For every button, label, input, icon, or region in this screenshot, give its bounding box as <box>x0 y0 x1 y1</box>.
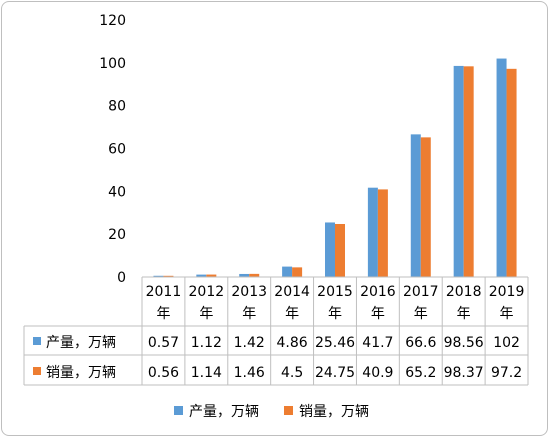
data-label: 0.57 <box>148 335 179 351</box>
legend-label: 产量，万辆 <box>189 404 259 420</box>
bar-sales <box>420 137 431 277</box>
data-label: 65.2 <box>405 365 436 381</box>
x-tick-label: 2013 <box>231 284 267 300</box>
bar-production <box>196 274 207 277</box>
x-tick-label: 年 <box>199 306 213 322</box>
data-label: 41.7 <box>362 335 393 351</box>
data-label: 4.5 <box>281 365 303 381</box>
x-tick-label: 年 <box>371 306 385 322</box>
x-tick-label: 2015 <box>317 284 353 300</box>
legend-swatch <box>284 406 293 415</box>
x-tick-label: 2019 <box>489 284 525 300</box>
x-tick-label: 年 <box>285 306 299 322</box>
data-label: 1.42 <box>234 335 265 351</box>
data-label: 66.6 <box>405 335 436 351</box>
data-label: 24.75 <box>315 365 355 381</box>
bar-sales <box>163 275 174 277</box>
x-tick-label: 年 <box>457 306 471 322</box>
x-tick-label: 年 <box>500 306 514 322</box>
bar-production <box>282 266 293 277</box>
table-legend-key <box>33 337 41 345</box>
table-legend-key <box>33 367 41 375</box>
bar-production <box>367 187 378 277</box>
x-tick-label: 年 <box>328 306 342 322</box>
table-series-name: 销量，万辆 <box>46 365 116 381</box>
table-series-name: 产量，万辆 <box>46 335 116 351</box>
x-tick-label: 年 <box>242 306 256 322</box>
data-label: 102 <box>493 335 520 351</box>
y-tick-label: 80 <box>108 99 126 115</box>
y-tick-label: 40 <box>108 184 126 200</box>
bar-sales <box>335 223 345 277</box>
x-tick-label: 2012 <box>189 284 225 300</box>
x-tick-label: 2017 <box>403 284 439 300</box>
bar-production <box>496 58 507 277</box>
bar-production <box>325 222 335 277</box>
y-tick-label: 120 <box>99 13 126 29</box>
data-label: 1.46 <box>234 365 265 381</box>
y-tick-label: 100 <box>99 56 126 72</box>
data-label: 40.9 <box>362 365 393 381</box>
legend-label: 销量，万辆 <box>299 404 369 420</box>
data-label: 98.56 <box>444 335 484 351</box>
data-label: 98.37 <box>444 365 484 381</box>
data-label: 97.2 <box>491 365 522 381</box>
x-tick-label: 2016 <box>360 284 396 300</box>
x-tick-label: 2018 <box>446 284 482 300</box>
bar-production <box>410 134 421 277</box>
bar-sales <box>292 267 303 277</box>
x-tick-label: 2014 <box>274 284 310 300</box>
legend-swatch <box>174 406 183 415</box>
bar-production <box>153 275 164 277</box>
bar-sales <box>249 273 260 277</box>
data-label: 25.46 <box>315 335 355 351</box>
data-label: 0.56 <box>148 365 179 381</box>
bar-sales <box>206 274 217 277</box>
bar-sales <box>463 66 474 277</box>
bar-sales <box>377 189 388 277</box>
data-label: 1.12 <box>191 335 222 351</box>
bar-production <box>453 65 464 278</box>
data-label: 4.86 <box>277 335 308 351</box>
x-tick-label: 2011 <box>146 284 182 300</box>
y-tick-label: 0 <box>117 270 126 286</box>
y-tick-label: 20 <box>108 227 126 243</box>
y-tick-label: 60 <box>108 142 126 158</box>
bar-production <box>239 273 250 277</box>
x-tick-label: 年 <box>414 306 428 322</box>
bar-sales <box>506 68 517 277</box>
data-label: 1.14 <box>191 365 222 381</box>
x-tick-label: 年 <box>156 306 170 322</box>
